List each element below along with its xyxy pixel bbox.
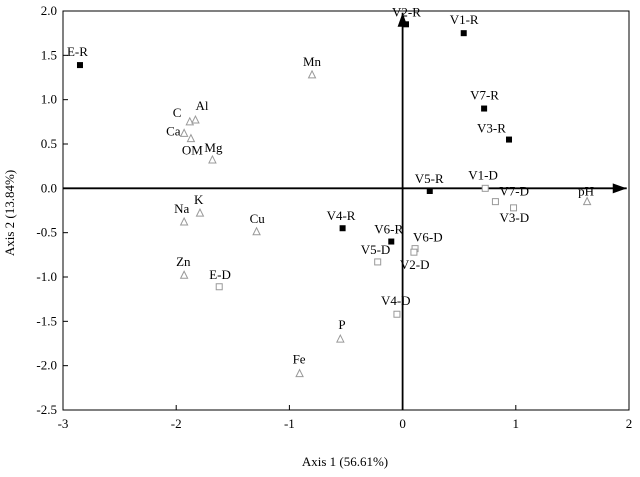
point-v3-d xyxy=(510,204,518,212)
point-zn xyxy=(179,270,189,279)
y-tick-label: -1.5 xyxy=(36,313,57,328)
point-cu xyxy=(252,226,261,236)
point-label-v4-d: V4-D xyxy=(381,293,411,308)
point-label-k: K xyxy=(194,192,204,207)
point-label-v1-r: V1-R xyxy=(450,12,479,27)
point-label-v4-r: V4-R xyxy=(327,208,356,223)
axes-layer xyxy=(62,10,630,411)
point-label-e-d: E-D xyxy=(209,267,231,282)
y-tick-label: -2.5 xyxy=(36,402,57,417)
point-ph xyxy=(582,196,592,206)
y-tick-label: 0.5 xyxy=(41,136,57,151)
point-v5-d xyxy=(374,258,382,266)
y-tick-label: 1.5 xyxy=(41,47,57,62)
point-p xyxy=(336,333,345,343)
point-label-v2-d: V2-D xyxy=(400,257,430,272)
x-tick-label: 2 xyxy=(626,416,633,431)
y-tick-label: -1.0 xyxy=(36,269,57,284)
point-c xyxy=(185,116,195,126)
arrows-layer xyxy=(63,12,627,410)
point-label-fe: Fe xyxy=(293,352,306,367)
y-tick-label: 0.0 xyxy=(41,180,57,195)
point-na xyxy=(179,216,189,226)
point-label-zn: Zn xyxy=(176,254,191,269)
x-axis-title: Axis 1 (56.61%) xyxy=(302,454,388,469)
point-label-v3-r: V3-R xyxy=(477,121,506,136)
y-tick-label: -2.0 xyxy=(36,358,57,373)
point-label-ca: Ca xyxy=(166,123,181,138)
point-v4-d xyxy=(393,310,401,318)
point-v6-r xyxy=(388,238,395,245)
point-label-c: C xyxy=(173,105,182,120)
y-tick-label: 2.0 xyxy=(41,3,57,18)
point-label-cu: Cu xyxy=(250,211,266,226)
y-tick-label: 1.0 xyxy=(41,92,57,107)
x-tick-label: -2 xyxy=(171,416,182,431)
point-label-om: OM xyxy=(182,143,203,158)
point-v5-r xyxy=(426,187,433,194)
x-tick-label: 1 xyxy=(513,416,520,431)
point-e-r xyxy=(76,62,83,69)
point-label-v7-r: V7-R xyxy=(470,88,499,103)
x-tick-label: -1 xyxy=(284,416,295,431)
x-tick-label: -3 xyxy=(58,416,69,431)
point-mg xyxy=(208,154,217,164)
point-label-v6-r: V6-R xyxy=(374,222,403,237)
point-e-d xyxy=(215,283,223,291)
point-v2-r xyxy=(402,21,409,28)
point-v1-d xyxy=(481,184,489,192)
point-mn xyxy=(307,69,317,79)
points-layer: E-R V1-R V2-R V7-R V3-R V5-R V4-R V6-R V1-DV7-D V… xyxy=(67,4,594,378)
point-label-v5-d: V5-D xyxy=(361,242,391,257)
x-tick-label: 0 xyxy=(399,416,406,431)
point-ca xyxy=(179,128,189,137)
point-label-v1-d: V1-D xyxy=(468,167,498,182)
point-om xyxy=(186,133,196,143)
point-v7-d xyxy=(491,198,499,206)
point-v2-d xyxy=(410,248,418,256)
point-label-ph: pH xyxy=(578,184,594,199)
point-fe xyxy=(295,368,304,378)
point-label-v7-d: V7-D xyxy=(499,184,529,199)
plot-frame xyxy=(62,10,630,411)
point-v4-r xyxy=(339,225,346,232)
point-label-p: P xyxy=(338,317,345,332)
y-tick-label: -0.5 xyxy=(36,225,57,240)
point-label-v6-d: V6-D xyxy=(413,230,443,245)
point-label-al: Al xyxy=(195,98,208,113)
point-v3-r xyxy=(506,136,513,143)
point-label-mg: Mg xyxy=(204,140,223,155)
point-label-e-r: E-R xyxy=(67,44,88,59)
point-v1-r xyxy=(460,30,467,37)
point-k xyxy=(195,208,205,217)
point-label-na: Na xyxy=(174,201,189,216)
point-al xyxy=(191,114,200,124)
point-label-v5-r: V5-R xyxy=(415,171,444,186)
point-label-mn: Mn xyxy=(303,54,322,69)
point-v7-r xyxy=(481,105,488,112)
point-label-v2-r: V2-R xyxy=(392,4,421,19)
point-label-v3-d: V3-D xyxy=(500,210,530,225)
horizontal-arrowhead xyxy=(612,183,627,194)
y-axis-title: Axis 2 (13.84%) xyxy=(2,170,17,256)
